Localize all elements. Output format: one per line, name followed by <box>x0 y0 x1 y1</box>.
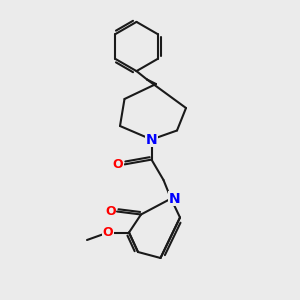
Text: N: N <box>169 192 180 206</box>
Text: N: N <box>146 133 157 146</box>
Text: O: O <box>112 158 123 171</box>
Text: O: O <box>105 205 116 218</box>
Text: O: O <box>103 226 113 239</box>
